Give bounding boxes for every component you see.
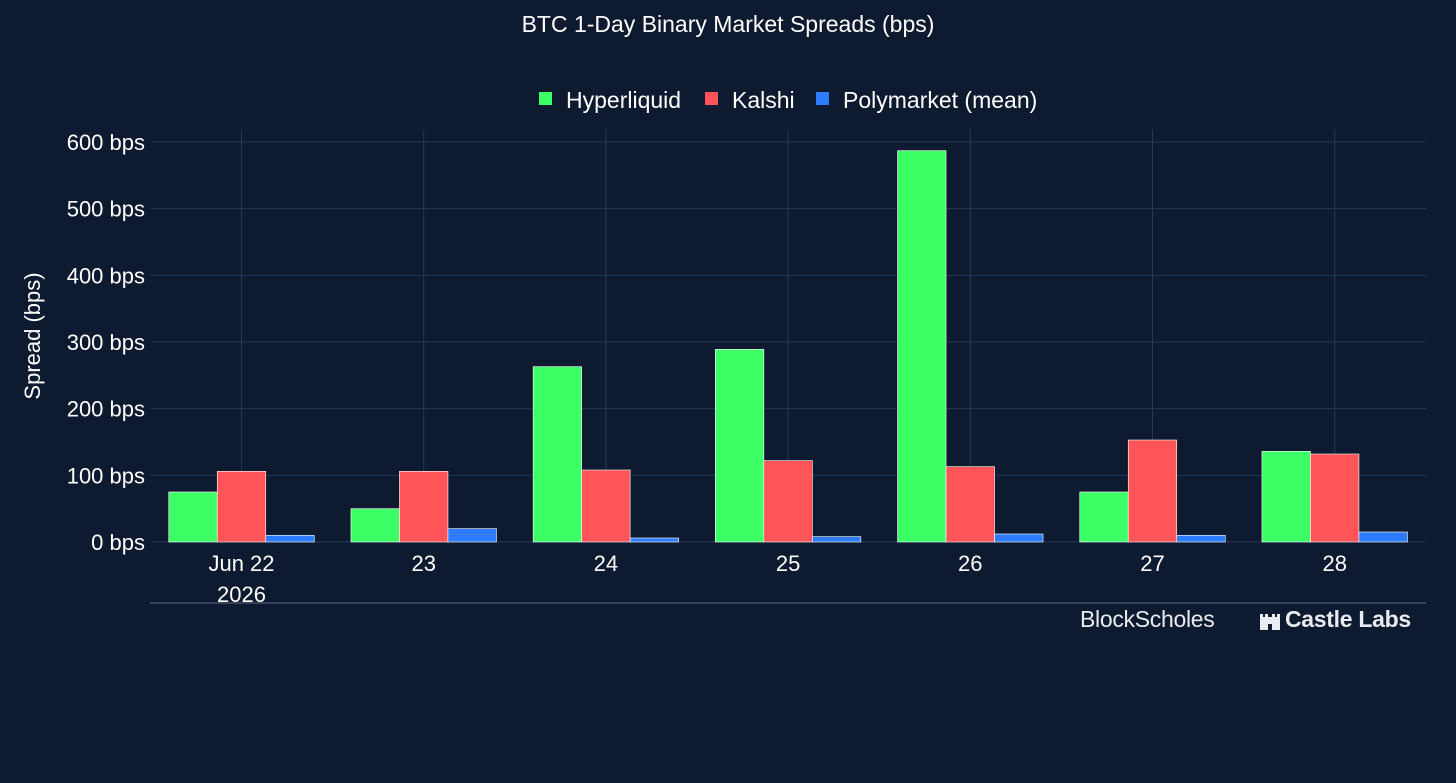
y-tick-label: 0 bps xyxy=(91,530,145,555)
bar-polymarket-mean-6 xyxy=(1358,531,1408,543)
chart-title: BTC 1-Day Binary Market Spreads (bps) xyxy=(522,11,935,37)
x-tick-label: 25 xyxy=(776,551,800,576)
bar-kalshi-6 xyxy=(1310,453,1360,543)
bar-hyperliquid-5 xyxy=(1079,491,1129,543)
legend-swatch xyxy=(705,92,718,105)
y-tick-label: 100 bps xyxy=(67,463,145,488)
bar-hyperliquid-0 xyxy=(168,491,218,543)
castlelabs-logo: Castle Labs xyxy=(1259,606,1411,633)
bar-kalshi-0 xyxy=(216,471,267,543)
bar-kalshi-2 xyxy=(581,469,631,543)
bar-hyperliquid-2 xyxy=(532,366,582,543)
y-tick-label: 300 bps xyxy=(67,330,145,355)
bar-polymarket-mean-5 xyxy=(1176,535,1226,543)
bar-hyperliquid-4 xyxy=(897,150,947,543)
bars xyxy=(168,150,1408,543)
legend-swatch xyxy=(539,92,552,105)
y-axis-title: Spread (bps) xyxy=(20,272,45,399)
x-tick-label: 28 xyxy=(1322,551,1346,576)
legend-label: Polymarket (mean) xyxy=(843,87,1037,113)
legend: Hyperliquid Kalshi Polymarket (mean) xyxy=(539,87,1037,113)
bar-hyperliquid-3 xyxy=(715,349,765,543)
bar-polymarket-mean-2 xyxy=(629,537,679,543)
blockscholes-logo-text: BlockScholes xyxy=(1080,606,1215,632)
legend-label: Kalshi xyxy=(732,87,795,113)
x-tick-label: Jun 22 xyxy=(208,551,274,576)
x-tick-label: 27 xyxy=(1140,551,1164,576)
bar-kalshi-4 xyxy=(945,466,995,543)
bar-polymarket-mean-0 xyxy=(265,535,315,543)
castle-icon xyxy=(1260,614,1280,630)
y-tick-label: 200 bps xyxy=(67,397,145,422)
bar-kalshi-1 xyxy=(399,471,449,543)
y-tick-label: 600 bps xyxy=(67,130,145,155)
y-tick-label: 500 bps xyxy=(67,197,145,222)
bar-kalshi-3 xyxy=(763,460,813,543)
y-tick-label: 400 bps xyxy=(67,263,145,288)
x-tick-label: 23 xyxy=(411,551,435,576)
x-tick-label: 26 xyxy=(958,551,982,576)
bar-polymarket-mean-4 xyxy=(994,533,1044,543)
bar-polymarket-mean-3 xyxy=(812,536,862,543)
bar-hyperliquid-6 xyxy=(1261,451,1311,543)
blockscholes-logo: BlockScholes xyxy=(1080,606,1215,633)
bar-kalshi-5 xyxy=(1127,439,1178,543)
castlelabs-logo-text: Castle Labs xyxy=(1285,606,1411,632)
x-tick-label: 24 xyxy=(594,551,618,576)
legend-swatch xyxy=(816,92,829,105)
legend-label: Hyperliquid xyxy=(566,87,681,113)
y-axis-ticks: 0 bps 100 bps 200 bps 300 bps 400 bps 500 bps… xyxy=(67,130,145,555)
bar-polymarket-mean-1 xyxy=(447,528,497,543)
bar-hyperliquid-1 xyxy=(350,508,400,543)
